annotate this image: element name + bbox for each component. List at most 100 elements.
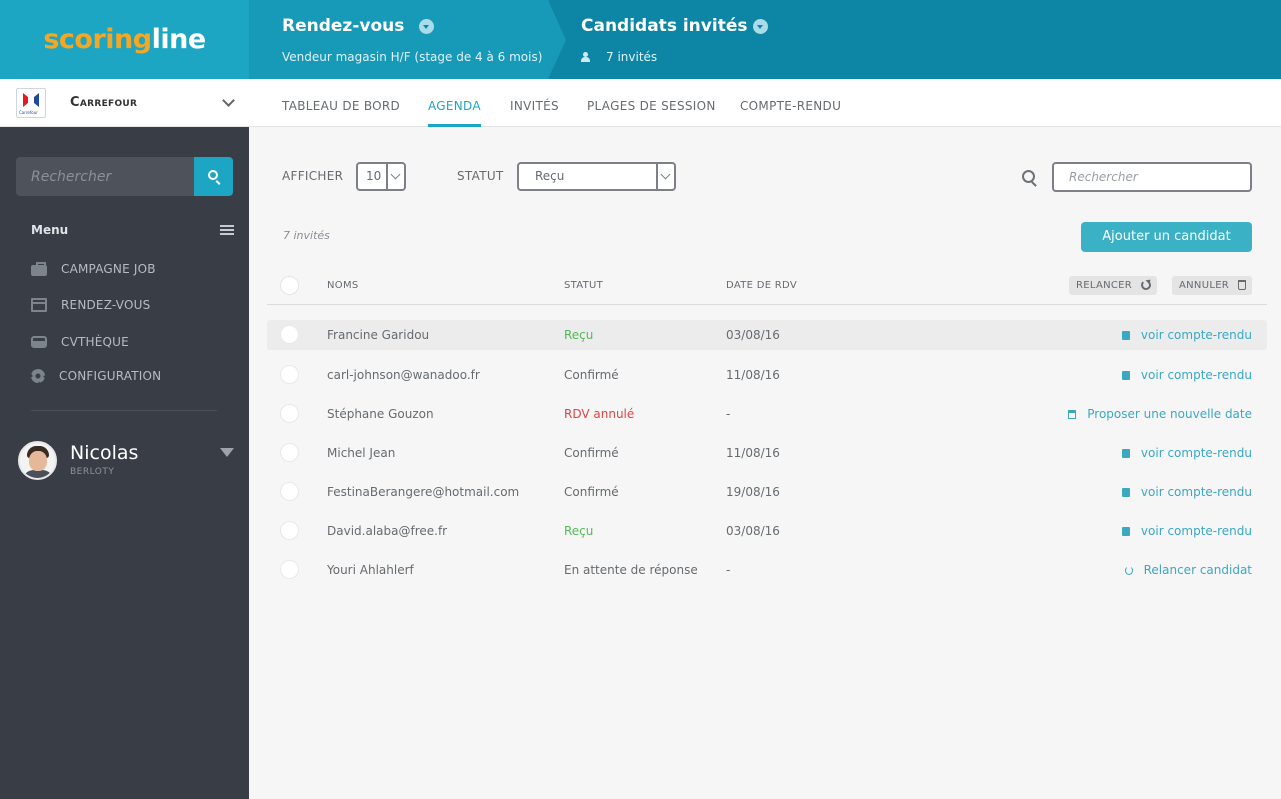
candidate-name: Francine Garidou — [327, 328, 430, 342]
breadcrumb-rendez-vous — [249, 0, 549, 79]
row-checkbox[interactable] — [281, 522, 298, 539]
candidate-status: Confirmé — [564, 446, 619, 460]
trash-icon — [1238, 280, 1246, 290]
row-checkbox[interactable] — [281, 326, 298, 343]
rdv-date: 03/08/16 — [726, 524, 780, 538]
search-icon[interactable] — [1022, 170, 1035, 183]
active-tab-indicator — [428, 124, 481, 127]
row-checkbox[interactable] — [281, 444, 298, 461]
user-surname: BERLOTY — [70, 467, 115, 477]
caret-down-icon[interactable] — [220, 448, 234, 457]
sidebar-search-button[interactable] — [194, 157, 233, 196]
sidebar-search-input[interactable] — [16, 157, 194, 196]
view-report-link[interactable]: voir compte-rendu — [1121, 368, 1252, 382]
candidate-name: FestinaBerangere@hotmail.com — [327, 485, 520, 499]
tab-compte-rendu[interactable]: COMPTE-RENDU — [740, 99, 842, 113]
user-name: Nicolas — [70, 442, 139, 464]
candidate-status: Confirmé — [564, 485, 619, 499]
relaunch-candidate-link[interactable]: Relancer candidat — [1124, 563, 1252, 577]
calendar-icon — [31, 298, 47, 312]
chevron-down-icon — [386, 164, 404, 189]
avatar[interactable] — [18, 441, 57, 480]
tab-tableau-de-bord[interactable]: TABLEAU DE BORD — [282, 99, 401, 113]
inbox-icon — [31, 336, 47, 348]
sidebar-item-campagne-job[interactable]: CAMPAGNE JOB — [31, 259, 156, 279]
breadcrumb-arrow — [548, 0, 566, 79]
document-icon — [1121, 330, 1130, 340]
column-header-names[interactable]: NOMS — [327, 280, 359, 291]
statut-label: STATUT — [457, 169, 504, 183]
select-all-checkbox[interactable] — [281, 277, 298, 294]
rdv-date: 19/08/16 — [726, 485, 780, 499]
chevron-down-icon — [656, 164, 674, 189]
sidebar-item-label: CVTHÈQUE — [61, 335, 129, 349]
view-report-link[interactable]: voir compte-rendu — [1121, 524, 1252, 538]
candidate-name: carl-johnson@wanadoo.fr — [327, 368, 480, 382]
document-icon — [1121, 526, 1130, 536]
view-report-link[interactable]: voir compte-rendu — [1121, 485, 1252, 499]
dropdown-icon[interactable] — [753, 19, 768, 34]
company-switcher[interactable]: Carrefour Carrefour — [0, 79, 249, 127]
annuler-button[interactable]: ANNULER — [1172, 276, 1252, 295]
status-select[interactable]: Reçu — [517, 162, 676, 191]
calendar-icon — [1068, 409, 1077, 419]
sidebar-item-label: RENDEZ-VOUS — [61, 298, 151, 312]
table-row[interactable]: Michel Jean Confirmé 11/08/16 voir compt… — [267, 438, 1267, 468]
candidate-name: Stéphane Gouzon — [327, 407, 434, 421]
relancer-button[interactable]: RELANCER — [1069, 276, 1157, 295]
table-row[interactable]: David.alaba@free.fr Reçu 03/08/16 voir c… — [267, 516, 1267, 546]
search-input[interactable] — [1052, 162, 1252, 192]
table-row[interactable]: Stéphane Gouzon RDV annulé - Proposer un… — [267, 399, 1267, 429]
breadcrumb-subtitle: Vendeur magasin H/F (stage de 4 à 6 mois… — [282, 50, 543, 64]
page-title[interactable]: Candidats invités — [581, 16, 748, 36]
table-row[interactable]: Francine Garidou Reçu 03/08/16 voir comp… — [267, 320, 1267, 350]
gear-icon — [31, 369, 45, 383]
company-logo-icon: Carrefour — [16, 87, 46, 118]
user-icon — [581, 52, 590, 62]
divider — [31, 410, 217, 411]
rdv-date: - — [726, 407, 731, 421]
candidate-status: Reçu — [564, 328, 594, 342]
rdv-date: - — [726, 563, 731, 577]
row-checkbox[interactable] — [281, 561, 298, 578]
rdv-date: 11/08/16 — [726, 446, 780, 460]
sidebar-item-cvtheque[interactable]: CVTHÈQUE — [31, 332, 129, 352]
search-icon — [208, 170, 218, 180]
document-icon — [1121, 487, 1130, 497]
sidebar-item-rendez-vous[interactable]: RENDEZ-VOUS — [31, 295, 150, 315]
candidate-status: En attente de réponse — [564, 563, 698, 577]
view-report-link[interactable]: voir compte-rendu — [1121, 328, 1252, 342]
view-report-link[interactable]: voir compte-rendu — [1121, 446, 1252, 460]
company-name: Carrefour — [70, 95, 138, 110]
refresh-icon — [1141, 280, 1151, 290]
breadcrumb-title[interactable]: Rendez-vous — [282, 16, 405, 36]
sidebar-item-configuration[interactable]: CONFIGURATION — [31, 366, 161, 386]
column-header-date[interactable]: DATE DE RDV — [726, 280, 798, 291]
table-header-divider — [267, 304, 1267, 305]
tab-bar: TABLEAU DE BORD AGENDA INVITÉS PLAGES DE… — [249, 79, 1281, 127]
table-row[interactable]: FestinaBerangere@hotmail.com Confirmé 19… — [267, 477, 1267, 507]
candidate-name: Youri Ahlahlerf — [327, 563, 414, 577]
propose-new-date-link[interactable]: Proposer une nouvelle date — [1068, 407, 1252, 421]
tab-agenda[interactable]: AGENDA — [428, 99, 481, 113]
logo-text: scoringline — [43, 24, 206, 55]
page-size-select[interactable]: 10 — [356, 162, 406, 191]
row-checkbox[interactable] — [281, 483, 298, 500]
tab-invites[interactable]: INVITÉS — [510, 99, 559, 113]
brand-logo[interactable]: scoringline — [0, 0, 249, 79]
document-icon — [1121, 448, 1130, 458]
column-header-status[interactable]: STATUT — [564, 280, 604, 291]
hamburger-icon[interactable] — [220, 225, 234, 235]
table-row[interactable]: Youri Ahlahlerf En attente de réponse - … — [267, 555, 1267, 585]
candidate-status: Confirmé — [564, 368, 619, 382]
candidate-name: Michel Jean — [327, 446, 396, 460]
chevron-down-icon[interactable] — [222, 94, 235, 107]
row-checkbox[interactable] — [281, 366, 298, 383]
row-checkbox[interactable] — [281, 405, 298, 422]
candidate-status: RDV annulé — [564, 407, 635, 421]
add-candidate-button[interactable]: Ajouter un candidat — [1081, 222, 1252, 252]
afficher-label: AFFICHER — [282, 169, 344, 183]
table-row[interactable]: carl-johnson@wanadoo.fr Confirmé 11/08/1… — [267, 360, 1267, 390]
tab-plages-de-session[interactable]: PLAGES DE SESSION — [587, 99, 716, 113]
dropdown-icon[interactable] — [419, 19, 434, 34]
